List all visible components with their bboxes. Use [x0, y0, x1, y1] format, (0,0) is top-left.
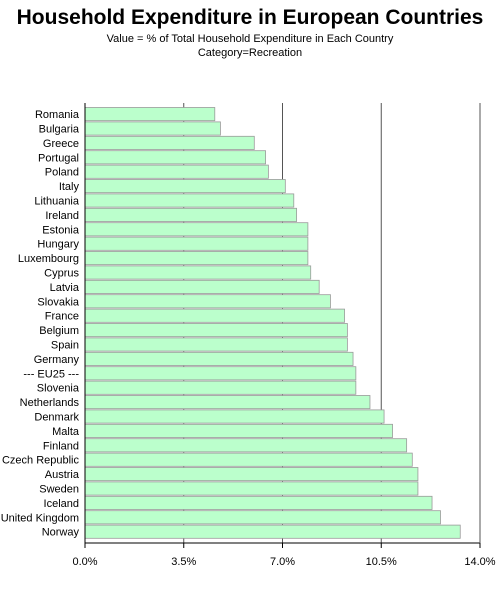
category-label: Hungary: [37, 239, 79, 251]
category-label: Slovenia: [37, 383, 80, 395]
bar: [84, 366, 357, 381]
bar: [84, 279, 320, 294]
category-label: Iceland: [44, 498, 79, 510]
bar: [84, 107, 216, 122]
bar: [84, 351, 354, 366]
category-label: Norway: [42, 527, 80, 539]
x-tick-label: 14.0%: [464, 556, 495, 568]
category-label: Luxembourg: [18, 253, 79, 265]
bar: [84, 510, 441, 525]
chart-subtitle: Value = % of Total Household Expenditure…: [106, 33, 394, 45]
x-tick-label: 3.5%: [171, 556, 196, 568]
x-tick-label: 7.0%: [270, 556, 295, 568]
bar: [84, 294, 331, 309]
bar: [84, 380, 357, 395]
category-label: Denmark: [34, 412, 79, 424]
category-label: Lithuania: [34, 196, 80, 208]
category-label: Spain: [51, 340, 79, 352]
category-label: United Kingdom: [1, 512, 79, 524]
category-label: Bulgaria: [39, 124, 80, 136]
bar: [84, 452, 413, 467]
category-labels: Romania Bulgaria Greece Portugal Poland Italy…: [1, 109, 80, 539]
bar: [84, 207, 298, 222]
bar: [84, 179, 286, 194]
bar: [84, 395, 371, 410]
bar: [84, 524, 461, 539]
bar: [84, 337, 348, 352]
bar: [84, 423, 393, 438]
x-tick-label: 10.5%: [366, 556, 397, 568]
bar: [84, 164, 269, 179]
bar: [84, 222, 309, 237]
category-label: Sweden: [39, 484, 79, 496]
category-label: Slovakia: [37, 296, 79, 308]
bar: [84, 495, 433, 510]
category-label: Portugal: [38, 152, 79, 164]
bars: [84, 107, 461, 539]
bar: [84, 323, 348, 338]
bar: [84, 135, 255, 150]
bar: [84, 467, 419, 482]
bar: [84, 438, 408, 453]
bar: [84, 308, 345, 323]
bar: [84, 150, 266, 165]
chart-category-subtitle: Category=Recreation: [197, 47, 303, 59]
x-tick-label: 0.0%: [72, 556, 97, 568]
chart-title: Household Expenditure in European Countr…: [16, 6, 484, 29]
category-label: Cyprus: [44, 268, 79, 280]
category-label: Estonia: [42, 224, 80, 236]
category-label: Italy: [59, 181, 80, 193]
bar: [84, 251, 309, 266]
x-tick-labels: 0.0% 3.5% 7.0% 10.5% 14.0%: [72, 543, 496, 568]
category-label: Latvia: [50, 282, 80, 294]
category-label: Netherlands: [20, 397, 80, 409]
bar: [84, 265, 312, 280]
category-label: France: [45, 311, 79, 323]
category-label: Romania: [35, 109, 80, 121]
category-label: Finland: [43, 440, 79, 452]
bar: [84, 193, 295, 208]
bar: [84, 481, 419, 496]
bar: [84, 236, 309, 251]
category-label: --- EU25 ---: [23, 368, 79, 380]
category-label: Austria: [45, 469, 80, 481]
category-label: Poland: [45, 167, 79, 179]
category-label: Greece: [43, 138, 79, 150]
bar: [84, 121, 221, 136]
category-label: Ireland: [45, 210, 79, 222]
bar: [84, 409, 385, 424]
category-label: Czech Republic: [2, 455, 80, 467]
category-label: Belgium: [39, 325, 79, 337]
category-label: Malta: [52, 426, 80, 438]
category-label: Germany: [34, 354, 80, 366]
